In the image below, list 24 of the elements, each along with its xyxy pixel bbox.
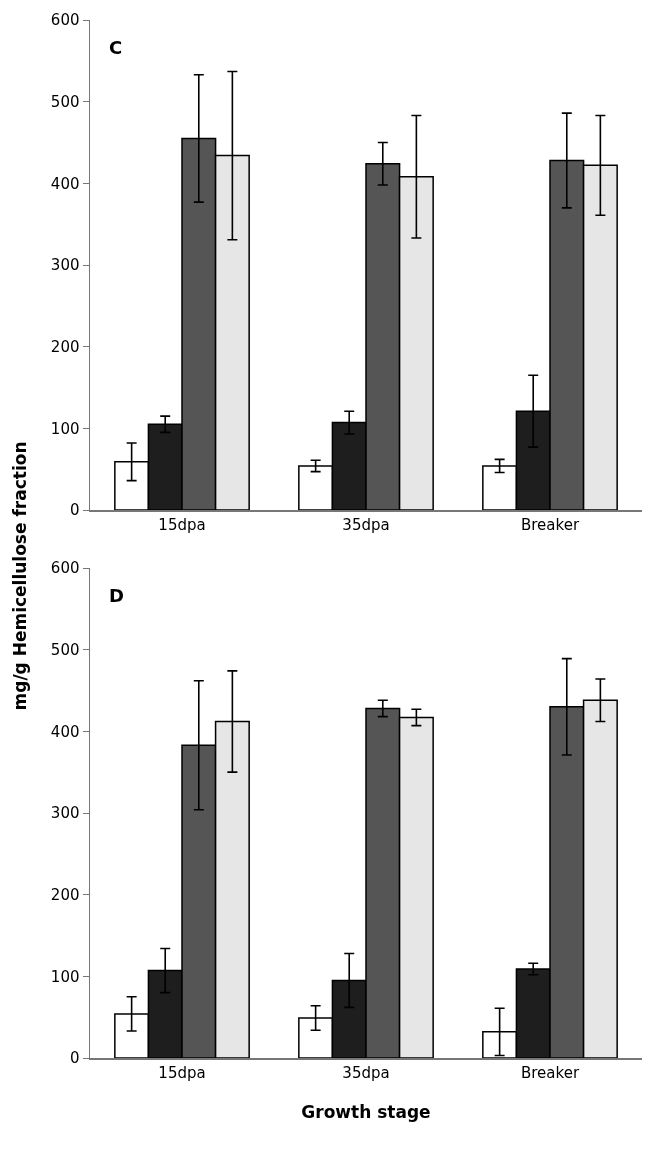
x-axis-title: Growth stage [301, 1101, 431, 1122]
x-tick-label: Breaker [520, 1063, 580, 1082]
x-tick-label: Breaker [520, 515, 580, 534]
y-tick-label: 100 [50, 419, 80, 438]
y-axis-title: mg/g Hemicellulose fraction [10, 441, 31, 710]
y-tick-label: 100 [50, 967, 80, 986]
y-tick-label: 500 [50, 92, 80, 111]
y-tick-label: 400 [50, 722, 80, 741]
text: C [109, 37, 123, 58]
x-tick-label: 15dpa [158, 1063, 206, 1082]
x-tick-label: 35dpa [342, 515, 390, 534]
y-tick-label: 400 [50, 174, 80, 193]
x-tick-label: 35dpa [342, 1063, 390, 1082]
y-tick-label: 600 [50, 11, 80, 30]
y-tick-label: 300 [50, 256, 80, 275]
y-tick-label: 300 [50, 804, 80, 823]
text: D [109, 585, 124, 606]
y-tick-label: 200 [50, 885, 80, 904]
y-tick-label: 0 [69, 501, 80, 520]
x-tick-label: 15dpa [158, 515, 206, 534]
y-tick-label: 200 [50, 337, 80, 356]
y-tick-label: 0 [69, 1049, 80, 1068]
y-tick-label: 600 [50, 559, 80, 578]
y-tick-label: 500 [50, 640, 80, 659]
